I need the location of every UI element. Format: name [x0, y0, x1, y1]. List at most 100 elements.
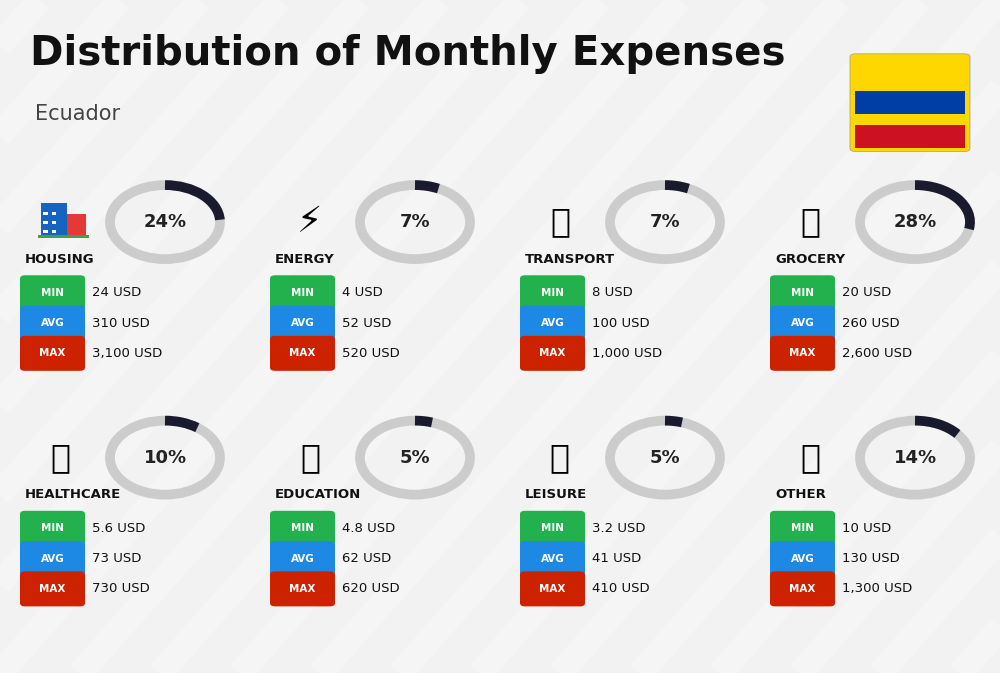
Bar [43, 230, 48, 234]
Text: MAX: MAX [39, 349, 66, 358]
Text: MIN: MIN [541, 524, 564, 533]
Text: MIN: MIN [541, 288, 564, 297]
Text: MAX: MAX [289, 584, 316, 594]
Text: 1,000 USD: 1,000 USD [592, 347, 662, 360]
Text: HEALTHCARE: HEALTHCARE [25, 488, 121, 501]
Text: 310 USD: 310 USD [92, 316, 150, 330]
FancyBboxPatch shape [20, 511, 85, 546]
FancyBboxPatch shape [520, 275, 585, 310]
Text: AVG: AVG [541, 318, 564, 328]
Text: 🎓: 🎓 [300, 441, 320, 474]
Text: 24%: 24% [143, 213, 187, 231]
Text: 410 USD: 410 USD [592, 582, 650, 596]
FancyBboxPatch shape [20, 336, 85, 371]
Text: MAX: MAX [289, 349, 316, 358]
Text: LEISURE: LEISURE [525, 488, 587, 501]
FancyBboxPatch shape [770, 306, 835, 341]
Text: MAX: MAX [539, 349, 566, 358]
Text: Ecuador: Ecuador [35, 104, 120, 125]
FancyBboxPatch shape [520, 571, 585, 606]
Bar [52, 213, 56, 215]
Text: 8 USD: 8 USD [592, 286, 633, 299]
FancyBboxPatch shape [20, 275, 85, 310]
Text: 4 USD: 4 USD [342, 286, 383, 299]
FancyBboxPatch shape [770, 511, 835, 546]
Text: 620 USD: 620 USD [342, 582, 400, 596]
Text: AVG: AVG [541, 554, 564, 563]
Text: TRANSPORT: TRANSPORT [525, 252, 615, 266]
Bar [65, 214, 86, 238]
Text: AVG: AVG [41, 554, 64, 563]
Text: OTHER: OTHER [775, 488, 826, 501]
Text: ENERGY: ENERGY [275, 252, 335, 266]
Text: 520 USD: 520 USD [342, 347, 400, 360]
Text: 👛: 👛 [800, 441, 820, 474]
Text: ⚡: ⚡ [297, 205, 323, 239]
FancyBboxPatch shape [770, 541, 835, 576]
Text: 7%: 7% [650, 213, 680, 231]
FancyBboxPatch shape [520, 306, 585, 341]
Text: MAX: MAX [539, 584, 566, 594]
Text: AVG: AVG [41, 318, 64, 328]
Text: HOUSING: HOUSING [25, 252, 95, 266]
Text: AVG: AVG [791, 554, 814, 563]
Text: 2,600 USD: 2,600 USD [842, 347, 912, 360]
Text: MIN: MIN [41, 288, 64, 297]
FancyBboxPatch shape [850, 54, 970, 151]
FancyBboxPatch shape [270, 275, 335, 310]
Text: AVG: AVG [291, 318, 314, 328]
Text: MAX: MAX [789, 349, 816, 358]
Text: 5%: 5% [650, 449, 680, 466]
Text: 14%: 14% [893, 449, 937, 466]
Text: MIN: MIN [41, 524, 64, 533]
Bar [855, 125, 965, 148]
Text: 5.6 USD: 5.6 USD [92, 522, 145, 535]
Text: AVG: AVG [291, 554, 314, 563]
Text: 🩺: 🩺 [50, 441, 70, 474]
Text: GROCERY: GROCERY [775, 252, 845, 266]
Text: MIN: MIN [791, 524, 814, 533]
Text: 62 USD: 62 USD [342, 552, 391, 565]
FancyBboxPatch shape [520, 336, 585, 371]
Text: MIN: MIN [291, 288, 314, 297]
FancyBboxPatch shape [20, 541, 85, 576]
FancyBboxPatch shape [270, 336, 335, 371]
Text: 730 USD: 730 USD [92, 582, 150, 596]
FancyBboxPatch shape [270, 571, 335, 606]
Text: 24 USD: 24 USD [92, 286, 141, 299]
Text: 1,300 USD: 1,300 USD [842, 582, 912, 596]
Bar [43, 221, 48, 224]
Text: Distribution of Monthly Expenses: Distribution of Monthly Expenses [30, 34, 786, 74]
Text: MAX: MAX [39, 584, 66, 594]
Text: 28%: 28% [893, 213, 937, 231]
Text: 130 USD: 130 USD [842, 552, 900, 565]
Text: 52 USD: 52 USD [342, 316, 391, 330]
Text: 5%: 5% [400, 449, 430, 466]
FancyBboxPatch shape [20, 571, 85, 606]
FancyBboxPatch shape [520, 541, 585, 576]
Text: 4.8 USD: 4.8 USD [342, 522, 395, 535]
Text: MIN: MIN [791, 288, 814, 297]
Bar [38, 235, 89, 238]
Text: 🛒: 🛒 [800, 205, 820, 239]
Text: 10%: 10% [143, 449, 187, 466]
Text: 🚌: 🚌 [550, 205, 570, 239]
Text: 20 USD: 20 USD [842, 286, 891, 299]
Text: 3,100 USD: 3,100 USD [92, 347, 162, 360]
FancyBboxPatch shape [770, 336, 835, 371]
Text: MIN: MIN [291, 524, 314, 533]
Text: AVG: AVG [791, 318, 814, 328]
Bar [52, 230, 56, 234]
Bar [41, 203, 67, 238]
Text: 10 USD: 10 USD [842, 522, 891, 535]
Bar [52, 221, 56, 224]
Text: 🛍️: 🛍️ [550, 441, 570, 474]
Text: 7%: 7% [400, 213, 430, 231]
Bar [855, 91, 965, 114]
FancyBboxPatch shape [770, 571, 835, 606]
Text: MAX: MAX [789, 584, 816, 594]
FancyBboxPatch shape [270, 511, 335, 546]
Text: 73 USD: 73 USD [92, 552, 141, 565]
Text: 41 USD: 41 USD [592, 552, 641, 565]
Bar [43, 213, 48, 215]
